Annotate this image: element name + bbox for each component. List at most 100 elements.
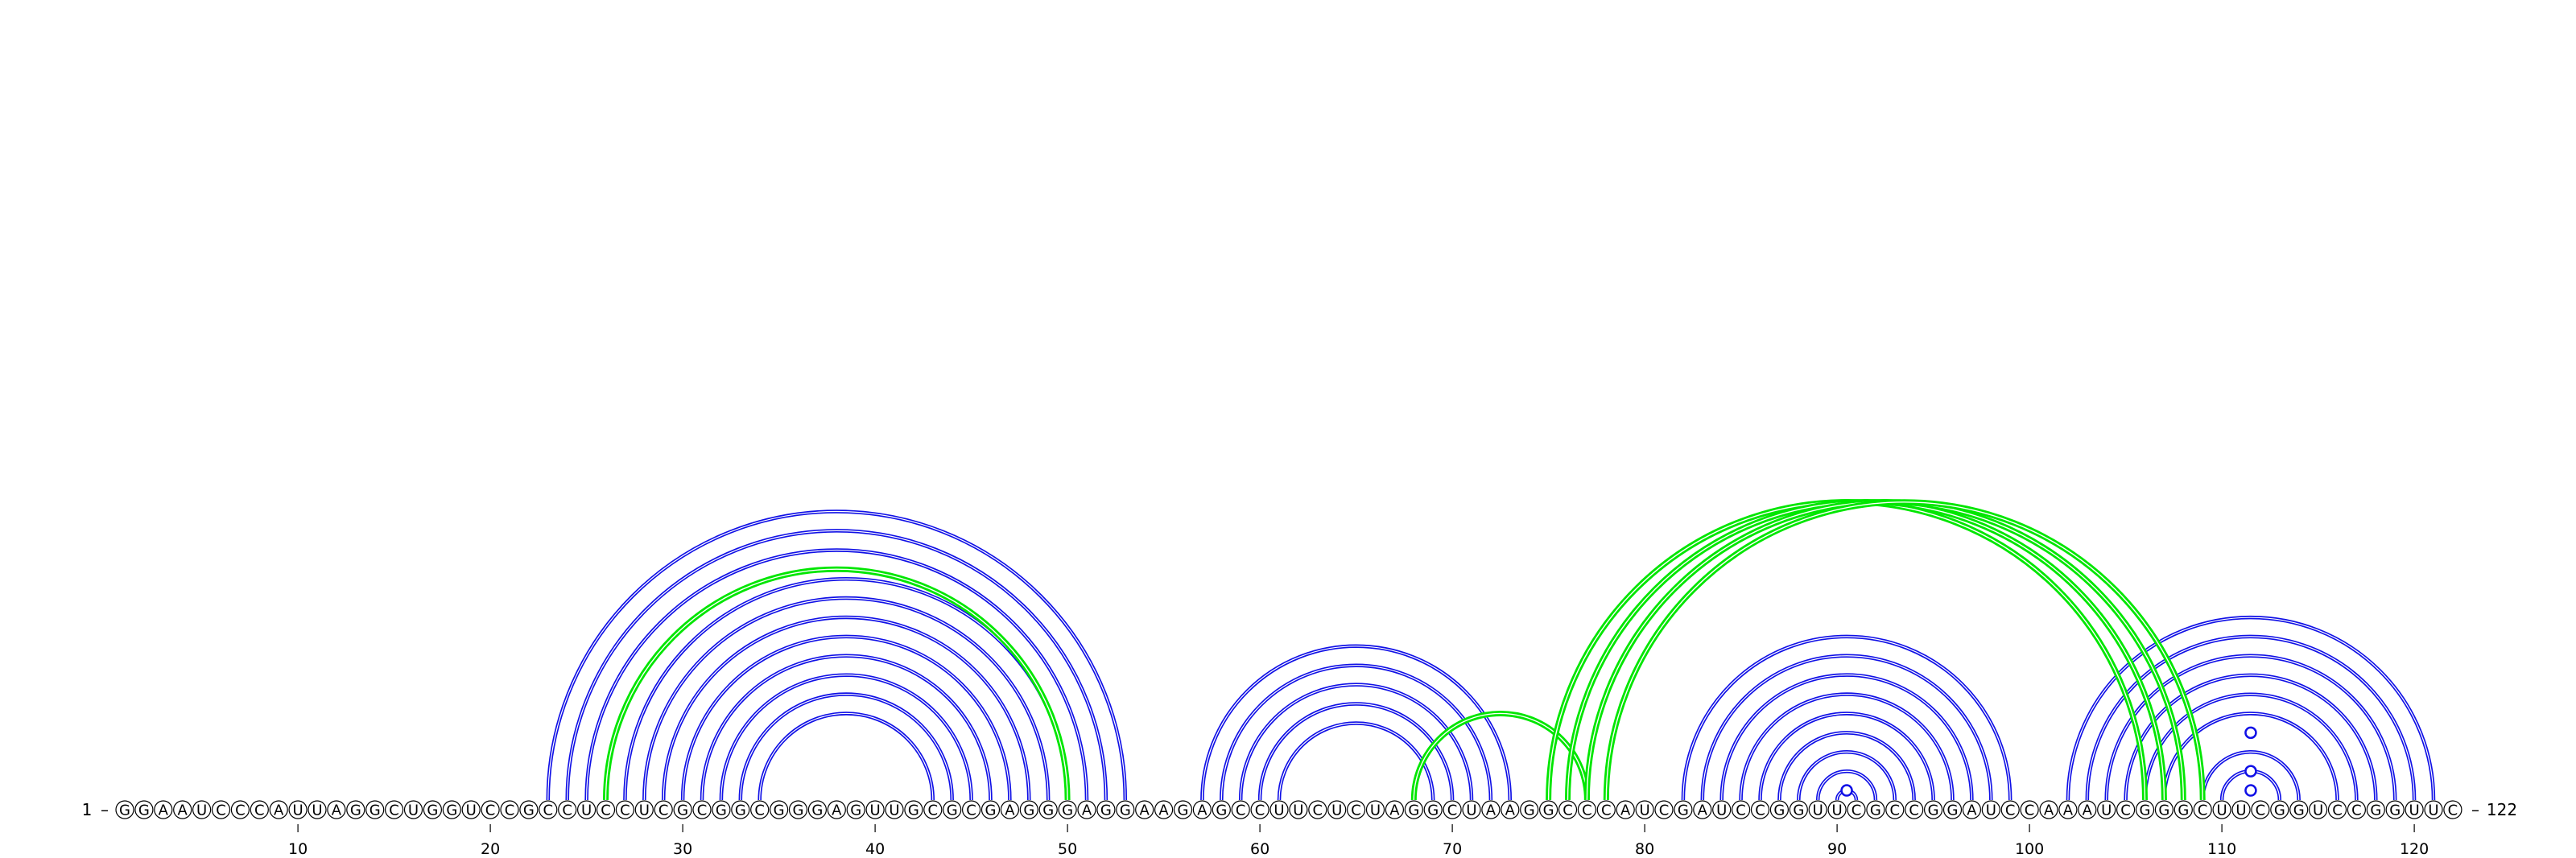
nucleotide-circle: [2058, 800, 2078, 819]
start-index-label: 1: [82, 800, 93, 819]
nucleotide-circle: [519, 800, 539, 819]
nucleotide-circle: [1385, 800, 1405, 819]
nucleotide-letter: G: [1062, 802, 1073, 819]
nucleotide-letter: C: [2005, 802, 2016, 819]
nucleotide-circle: [134, 800, 154, 819]
nucleotide-letter: U: [1640, 802, 1650, 819]
nucleotide-letter: C: [620, 802, 630, 819]
tick-label: 80: [1635, 840, 1654, 858]
nucleotide-circle: [154, 800, 173, 819]
nucleotide-letter: C: [966, 802, 976, 819]
nucleotide-letter: C: [2256, 802, 2266, 819]
nucleotide-letter: C: [1447, 802, 1458, 819]
loop-marker: [2244, 784, 2257, 797]
nucleotide-circle: [1000, 800, 1020, 819]
nucleotide-circle: [2097, 800, 2116, 819]
nucleotide-letter: G: [1042, 802, 1054, 819]
nucleotide-circle: [1443, 800, 1462, 819]
pseudoknot-arc: [1410, 710, 1590, 801]
nucleotide-circle: [1096, 800, 1116, 819]
tick-label: 110: [2207, 840, 2236, 858]
nucleotide-letter: G: [1427, 802, 1439, 819]
nucleotide-letter: U: [1832, 802, 1843, 819]
nucleotide-circle: [2078, 800, 2097, 819]
base-pair-arc-highlight: [567, 530, 1107, 801]
nucleotide-circle: [1520, 800, 1539, 819]
nucleotide-circle: [827, 800, 846, 819]
nucleotide-letter: C: [2351, 802, 2362, 819]
nucleotide-letter: G: [119, 802, 130, 819]
nucleotide-letter: G: [1793, 802, 1804, 819]
nucleotide-letter: A: [1140, 802, 1150, 819]
nucleotide-circle: [2289, 800, 2309, 819]
nucleotide-circle: [288, 800, 308, 819]
nucleotide-circle: [1365, 800, 1385, 819]
base-pair-arc-highlight: [2106, 655, 2396, 801]
nucleotide-circle: [1289, 800, 1308, 819]
base-pair-arc-highlight: [643, 597, 1049, 801]
nucleotide-circle: [673, 800, 692, 819]
nucleotide-circle: [192, 800, 212, 819]
base-pair-arc-highlight: [1278, 722, 1434, 801]
nucleotide-letter: A: [2044, 802, 2054, 819]
nucleotide-letter: G: [1178, 802, 1189, 819]
nucleotide-letter: U: [2409, 802, 2420, 819]
nucleotide-letter: U: [870, 802, 881, 819]
nucleotide-circle: [731, 800, 750, 819]
nucleotide-circle: [980, 800, 1001, 819]
nucleotide-circle: [481, 800, 500, 819]
nucleotide-circle: [1538, 800, 1558, 819]
nucleotide-letter: G: [138, 802, 150, 819]
tick-label: 10: [288, 840, 308, 858]
nucleotide-circle: [2424, 800, 2443, 819]
nucleotide-circle: [1769, 800, 1789, 819]
nucleotide-letter: A: [1389, 802, 1400, 819]
nucleotide-circle: [1866, 800, 1885, 819]
nucleotide-circle: [923, 800, 943, 819]
base-pair-arc-highlight: [1220, 665, 1492, 801]
nucleotide-circle: [500, 800, 519, 819]
nucleotide-circle: [1712, 800, 1732, 819]
arc-layer: [546, 499, 2436, 801]
nucleotide-circle: [539, 800, 558, 819]
nucleotide-circle: [1924, 800, 1943, 819]
nucleotide-circle: [2231, 800, 2251, 819]
nucleotide-letter: G: [1120, 802, 1131, 819]
nucleotide-letter: U: [196, 802, 207, 819]
nucleotide-letter: G: [2293, 802, 2305, 819]
tick-label: 20: [481, 840, 500, 858]
tick-label: 40: [865, 840, 885, 858]
nucleotide-letter: G: [811, 802, 823, 819]
end-dash: –: [2471, 800, 2479, 819]
base-pair-arc-highlight: [1702, 655, 1992, 801]
nucleotide-letter: A: [1158, 802, 1169, 819]
tick-layer: 10 20 30 40 50 60 70 80 90 100 110 120: [288, 824, 2429, 858]
nucleotide-circle: [2405, 800, 2424, 819]
nucleotide-letter: G: [369, 802, 381, 819]
base-pair-arc: [758, 712, 935, 801]
nucleotide-circle: [2251, 800, 2270, 819]
nucleotide-letter: C: [601, 802, 611, 819]
nucleotide-letter: A: [1082, 802, 1092, 819]
pseudoknot-arc-highlight: [1413, 712, 1588, 801]
nucleotide-circle: [1077, 800, 1096, 819]
nucleotide-circle: [2327, 800, 2347, 819]
nucleotide-letter: C: [2025, 802, 2035, 819]
nucleotide-circle: [788, 800, 808, 819]
base-pair-arc: [1681, 634, 2013, 801]
nucleotide-letter: U: [293, 802, 303, 819]
base-pair-arc-highlight: [1817, 770, 1876, 801]
loop-marker: [2244, 726, 2257, 740]
nucleotide-letter: G: [2140, 802, 2151, 819]
base-pair-arc-highlight: [701, 655, 992, 801]
nucleotide-circle: [1135, 800, 1154, 819]
end-index-label: 122: [2487, 800, 2517, 819]
nucleotide-letter: C: [562, 802, 572, 819]
nucleotide-letter: A: [159, 802, 169, 819]
nucleotide-letter: G: [716, 802, 727, 819]
nucleotide-circle: [2347, 800, 2366, 819]
tick-label: 30: [673, 840, 692, 858]
nucleotide-letter: C: [1563, 802, 1573, 819]
base-pair-arc: [1277, 721, 1435, 801]
nucleotide-letter: U: [1293, 802, 1303, 819]
